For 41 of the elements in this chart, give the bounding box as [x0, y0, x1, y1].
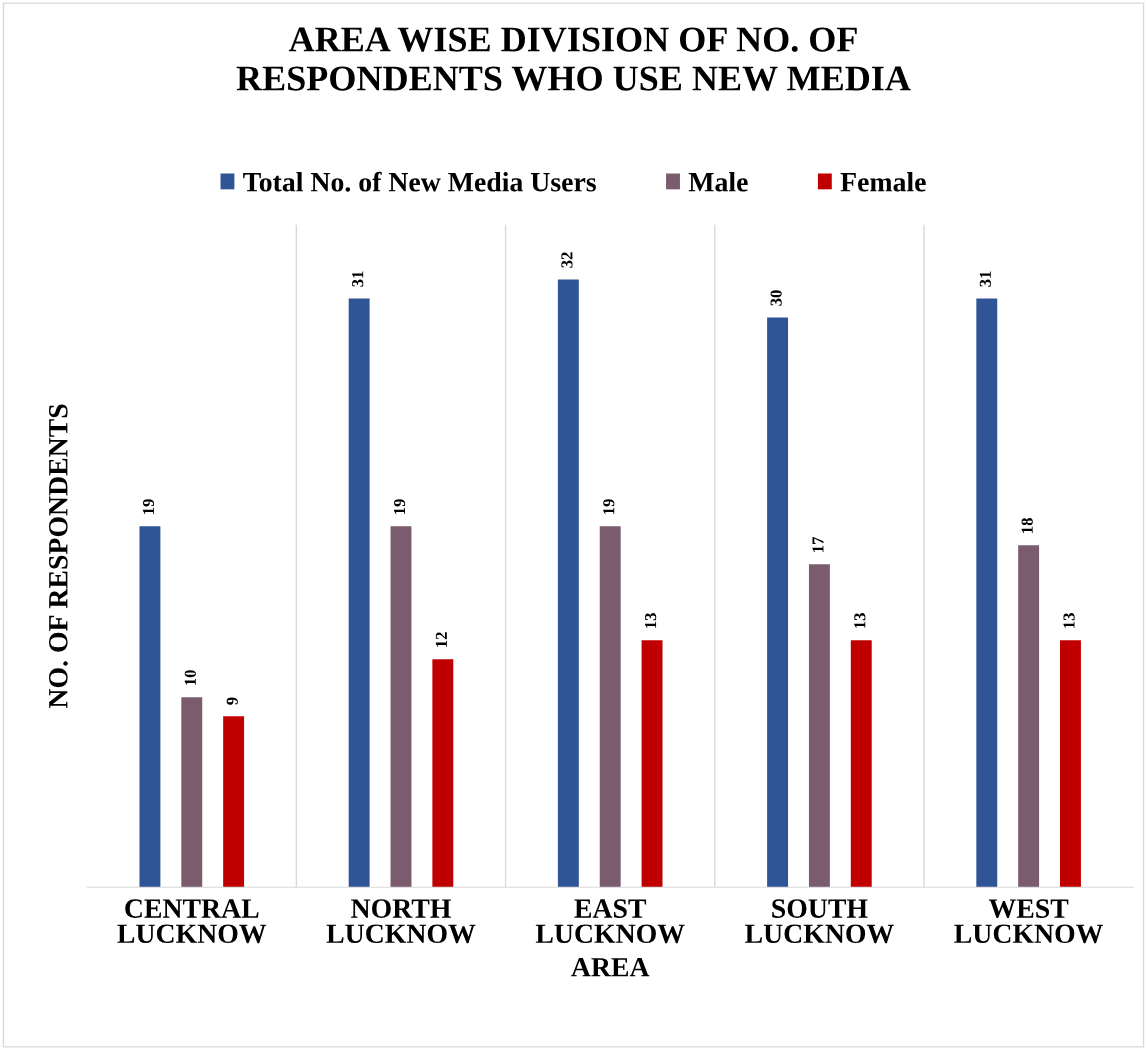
data-label: 31	[352, 271, 364, 287]
y-axis-title: NO. OF RESPONDENTS	[48, 404, 68, 709]
bar	[139, 526, 161, 888]
bar	[432, 659, 454, 888]
legend-label: Male	[688, 172, 748, 192]
data-label: 9	[226, 697, 238, 705]
x-tick-label: SOUTH LUCKNOW	[745, 899, 894, 944]
bar	[557, 279, 579, 888]
legend-label: Total No. of New Media Users	[243, 171, 596, 192]
data-label: 17	[812, 536, 824, 552]
bar	[390, 526, 412, 888]
x-tick-label: WEST LUCKNOW	[954, 899, 1104, 944]
data-label: 30	[770, 290, 782, 306]
data-label: 13	[1063, 613, 1075, 628]
data-label: 31	[979, 271, 991, 287]
data-label: 19	[393, 499, 406, 514]
legend-label: Female	[840, 172, 926, 192]
x-axis-title: AREA	[571, 958, 650, 977]
bar	[767, 317, 789, 888]
bar	[1018, 545, 1040, 888]
data-label: 13	[854, 613, 866, 628]
bar	[348, 298, 370, 888]
x-tick-label: NORTH LUCKNOW	[326, 899, 476, 944]
bar	[641, 640, 663, 888]
data-label: 32	[561, 252, 573, 268]
bar	[808, 564, 830, 888]
data-label: 19	[603, 499, 615, 514]
data-label: 19	[142, 499, 155, 514]
x-tick-label: CENTRAL LUCKNOW	[117, 899, 267, 944]
data-label: 13	[645, 613, 657, 628]
bar	[850, 640, 872, 888]
bar	[223, 716, 245, 888]
bar	[976, 298, 998, 888]
data-label: 12	[435, 632, 447, 647]
data-label: 10	[184, 670, 196, 685]
chart-title: AREA WISE DIVISION OF NO. OF RESPONDENTS WHO USE NEW MEDIA	[236, 27, 911, 91]
data-label: 18	[1021, 518, 1033, 533]
bar	[181, 697, 203, 888]
x-tick-label: EAST LUCKNOW	[535, 899, 685, 944]
bar	[599, 526, 621, 888]
bar	[1060, 640, 1081, 888]
